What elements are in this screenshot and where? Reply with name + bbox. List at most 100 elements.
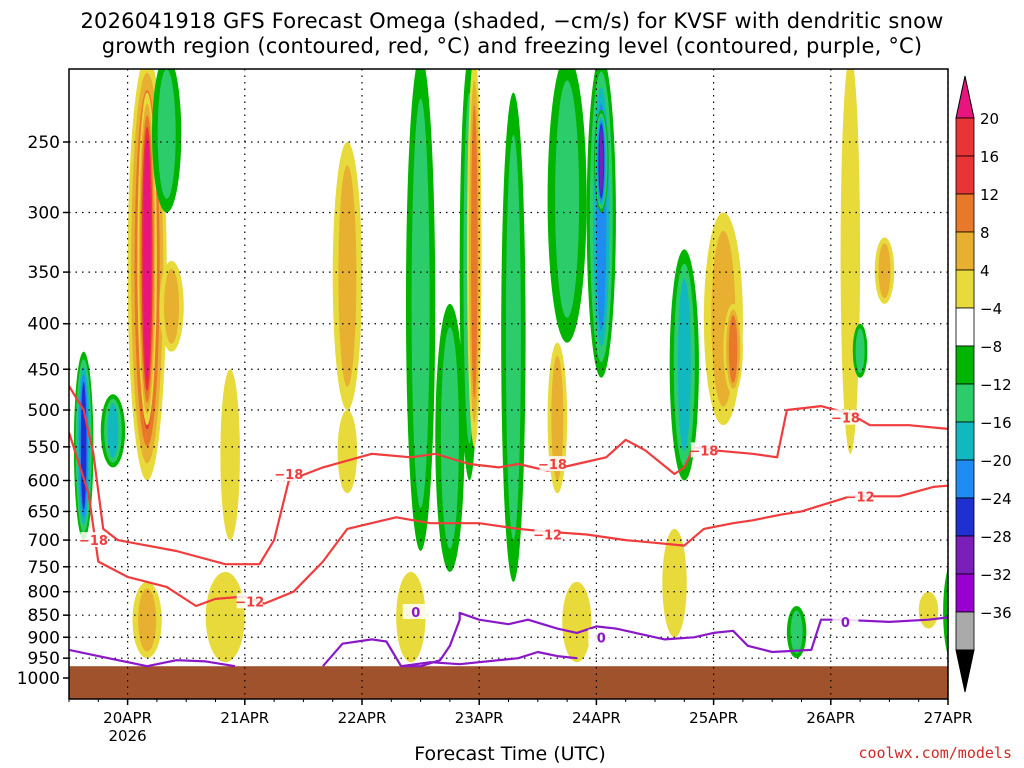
omega-cell bbox=[164, 268, 180, 344]
colorbar-label: −16 bbox=[980, 414, 1012, 432]
freezing-contour-line bbox=[400, 650, 578, 668]
dgz-contour-label-bg bbox=[275, 465, 302, 481]
dgz-contour-label: −12 bbox=[846, 490, 875, 505]
y-tick-label: 1000 bbox=[17, 669, 60, 689]
colorbar-swatch bbox=[955, 231, 975, 271]
freezing-contour-label-bg bbox=[832, 613, 859, 629]
y-tick-label: 900 bbox=[28, 628, 60, 648]
y-tick-label: 500 bbox=[28, 401, 60, 421]
freezing-contour-label: 0 bbox=[841, 616, 850, 631]
colorbar-swatch bbox=[955, 155, 975, 195]
x-tick-label: 23APR bbox=[455, 709, 504, 727]
omega-cell bbox=[220, 369, 240, 541]
ground-fill bbox=[69, 666, 948, 699]
y-tick-label: 600 bbox=[28, 471, 60, 491]
omega-cell bbox=[951, 613, 954, 639]
x-axis-label: Forecast Time (UTC) bbox=[414, 743, 606, 765]
colorbar-top-arrow bbox=[955, 75, 975, 119]
omega-cell bbox=[950, 611, 956, 641]
freezing-contour-label: 0 bbox=[597, 631, 606, 646]
axes: 2503003504004505005506006507007508008509… bbox=[17, 133, 973, 745]
dgz-contour-label: −18 bbox=[831, 412, 860, 427]
y-tick-label: 450 bbox=[28, 360, 60, 380]
x-tick-label: 24APR bbox=[572, 709, 621, 727]
dgz-contour-label: −18 bbox=[538, 458, 567, 473]
dgz-contour-label: −18 bbox=[274, 468, 303, 483]
colorbar-swatch bbox=[955, 193, 975, 233]
omega-shading bbox=[73, 69, 956, 663]
dgz-contour-label: −12 bbox=[235, 595, 264, 610]
omega-cell bbox=[411, 98, 430, 509]
freezing-contour-line bbox=[69, 648, 236, 668]
colorbar-swatch bbox=[955, 269, 975, 309]
dgz-contour-label-bg bbox=[847, 488, 874, 504]
colorbar-swatch bbox=[955, 383, 975, 423]
omega-cell bbox=[471, 104, 478, 398]
omega-cell bbox=[677, 278, 691, 452]
colorbar-swatch bbox=[955, 611, 975, 651]
colorbar-label: −36 bbox=[980, 604, 1012, 622]
terrain-ground bbox=[69, 666, 948, 699]
colorbar-label: −28 bbox=[980, 528, 1012, 546]
colorbar-label: −20 bbox=[980, 452, 1012, 470]
x-tick-label: 27APR bbox=[924, 709, 973, 727]
omega-cell bbox=[878, 243, 891, 299]
y-tick-label: 800 bbox=[28, 583, 60, 603]
omega-cell bbox=[338, 165, 357, 387]
omega-cell bbox=[80, 381, 87, 510]
colorbar-label: −8 bbox=[980, 338, 1002, 356]
colorbar-swatch bbox=[955, 535, 975, 575]
y-tick-label: 250 bbox=[28, 133, 60, 153]
colorbar-label: 20 bbox=[980, 110, 999, 128]
dgz-contour-line bbox=[69, 432, 948, 608]
colorbar-label: 12 bbox=[980, 186, 999, 204]
colorbar-swatch bbox=[955, 345, 975, 385]
omega-cell bbox=[728, 315, 738, 383]
omega-cell bbox=[662, 528, 687, 638]
omega-cell bbox=[107, 403, 119, 459]
colorbar-legend: 20 16 12 8 4 −4 −8 −12 −16 −20 −24 −28 −32 −36 bbox=[955, 75, 1012, 693]
dgz-contour-label: −18 bbox=[79, 534, 108, 549]
omega-cell bbox=[562, 581, 592, 663]
chart-title-line-2: growth region (contoured, red, °C) and f… bbox=[101, 34, 923, 58]
y-tick-label: 950 bbox=[28, 649, 60, 669]
colorbar-bottom-arrow bbox=[955, 649, 975, 693]
x-tick-label: 25APR bbox=[689, 709, 738, 727]
dgz-contour-label-bg bbox=[539, 456, 566, 472]
colorbar-label: −12 bbox=[980, 376, 1012, 394]
dgz-contour-label-bg bbox=[80, 532, 107, 548]
colorbar-swatch bbox=[955, 421, 975, 461]
omega-cell bbox=[205, 571, 245, 663]
colorbar-label: −24 bbox=[980, 490, 1012, 508]
omega-cell bbox=[551, 355, 564, 481]
colorbar-label: 8 bbox=[980, 224, 990, 242]
omega-cell bbox=[138, 588, 157, 652]
dgz-contour-label: −12 bbox=[533, 529, 562, 544]
colorbar-swatch bbox=[955, 117, 975, 157]
omega-cell bbox=[951, 612, 955, 640]
omega-cell bbox=[337, 410, 358, 494]
freezing-contour-label-bg bbox=[588, 629, 615, 645]
omega-cell bbox=[949, 609, 956, 642]
omega-cell bbox=[505, 134, 521, 540]
omega-cell bbox=[157, 69, 176, 199]
chart-title-line-1: 2026041918 GFS Forecast Omega (shaded, −… bbox=[80, 9, 944, 33]
credit-link[interactable]: coolwx.com/models bbox=[858, 744, 1012, 762]
dgz-contour-label: −18 bbox=[689, 444, 718, 459]
omega-cell bbox=[840, 69, 861, 454]
y-tick-label: 350 bbox=[28, 263, 60, 283]
x-tick-label: 22APR bbox=[338, 709, 387, 727]
dgz-contour-label-bg bbox=[534, 526, 561, 542]
y-tick-label: 850 bbox=[28, 606, 60, 626]
x-tick-label: 26APR bbox=[806, 709, 855, 727]
x-tick-label: 21APR bbox=[220, 709, 269, 727]
colorbar-label: 4 bbox=[980, 262, 990, 280]
omega-cell bbox=[855, 328, 865, 374]
contour-labels: −18 −18 −18 −18 −18 −12 −12 −12 0 0 0 bbox=[79, 409, 875, 646]
freezing-contour-label-bg bbox=[402, 603, 429, 619]
x-tick-label: 20APR bbox=[103, 709, 152, 727]
y-tick-label: 700 bbox=[28, 531, 60, 551]
omega-cell bbox=[144, 149, 150, 369]
